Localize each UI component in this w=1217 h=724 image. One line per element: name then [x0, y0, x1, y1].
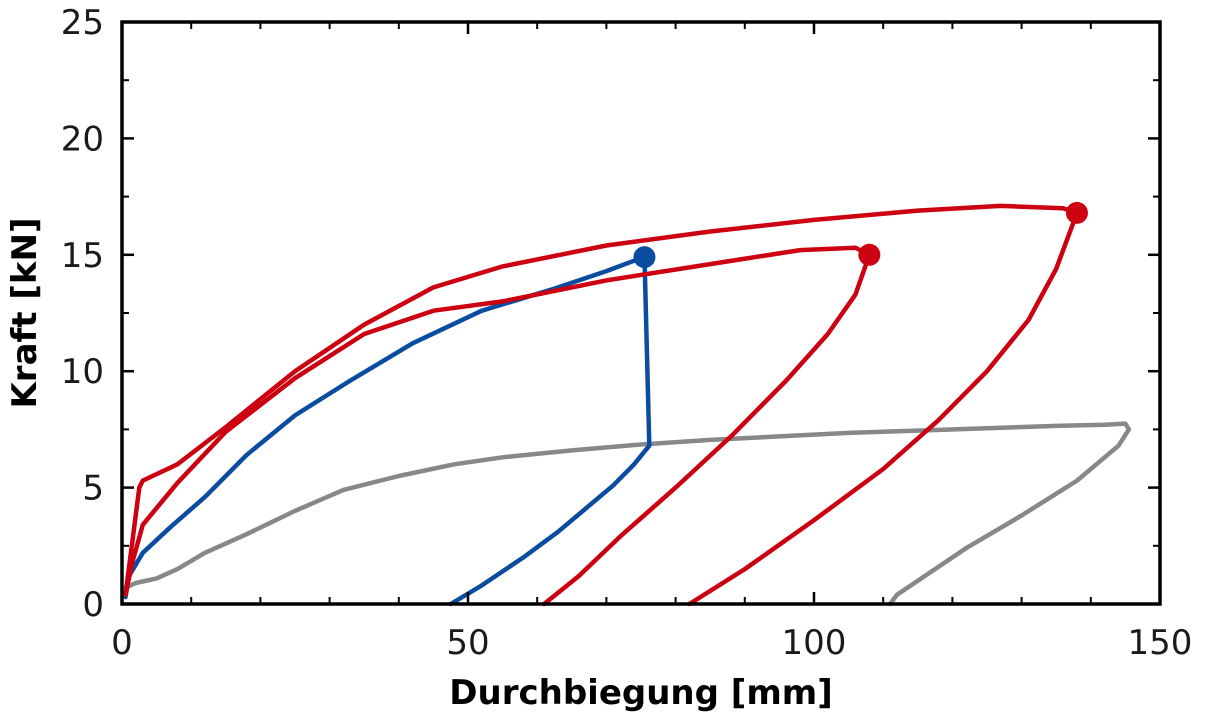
x-tick-label: 100 [782, 623, 847, 663]
series-line-3 [123, 245, 872, 607]
x-tick-label: 150 [1128, 623, 1193, 663]
series-layer [123, 203, 1132, 607]
series-end-marker-4 [1065, 201, 1088, 224]
y-tick-label: 15 [61, 236, 104, 276]
x-tick-label: 0 [111, 623, 133, 663]
series-line-4 [123, 203, 1080, 607]
series-line-1 [123, 421, 1132, 607]
x-tick-label: 50 [446, 623, 489, 663]
y-tick-label: 0 [82, 585, 104, 625]
series-line-2 [123, 254, 652, 607]
y-tick-label: 25 [61, 3, 104, 43]
x-axis-title: Durchbiegung [mm] [449, 673, 832, 713]
marker-layer [633, 201, 1088, 269]
tick-layer: 0 50 100 150 0 5 10 15 20 25 [61, 3, 1193, 663]
series-end-marker-3 [858, 243, 881, 266]
y-tick-label: 5 [82, 469, 104, 509]
series-end-marker-2 [633, 246, 656, 269]
y-axis-title: Kraft [kN] [5, 217, 45, 408]
y-tick-label: 20 [61, 119, 104, 159]
y-tick-label: 10 [61, 352, 104, 392]
